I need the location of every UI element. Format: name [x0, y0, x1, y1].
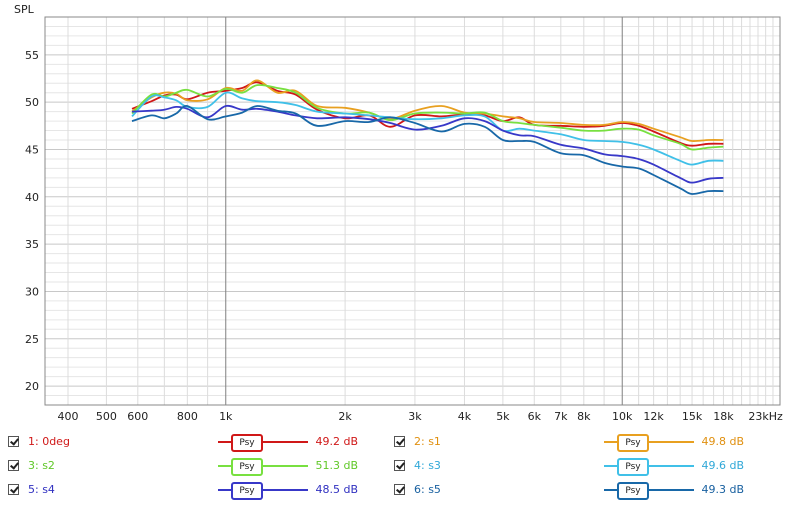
legend-item: 1: 0deg Psy 49.2 dB — [8, 434, 388, 454]
psy-label: Psy — [617, 482, 649, 500]
x-tick-label: 800 — [177, 410, 198, 423]
checkbox[interactable] — [8, 484, 19, 495]
grid — [45, 16, 780, 406]
legend-label: 5: s4 — [28, 483, 55, 496]
psy-label: Psy — [231, 482, 263, 500]
psy-button[interactable]: Psy — [604, 458, 694, 476]
checkbox[interactable] — [8, 436, 19, 447]
legend-value: 49.2 dB — [315, 435, 358, 448]
series-line-4 — [131, 91, 724, 166]
y-tick-label: 40 — [25, 191, 39, 204]
x-tick-labels: 400 500 600 800 1k 2k 3k 4k 5k 6k 7k 8k 10k 12k 15k 18k… — [57, 410, 783, 423]
checkbox[interactable] — [8, 460, 19, 471]
y-axis-label: SPL — [14, 3, 35, 16]
x-tick-label: 7k — [554, 410, 568, 423]
psy-button[interactable]: Psy — [604, 482, 694, 500]
x-tick-label: 6k — [528, 410, 542, 423]
x-tick-label: 5k — [496, 410, 510, 423]
x-tick-label: 400 — [57, 410, 78, 423]
y-tick-label: 50 — [25, 96, 39, 109]
legend-item: 2: s1 Psy 49.8 dB — [394, 434, 794, 454]
checkbox[interactable] — [394, 460, 405, 471]
legend-value: 51.3 dB — [315, 459, 358, 472]
legend-value: 49.3 dB — [701, 483, 744, 496]
legend-value: 48.5 dB — [315, 483, 358, 496]
psy-button[interactable]: Psy — [218, 482, 308, 500]
checkbox[interactable] — [394, 436, 405, 447]
y-tick-label: 20 — [25, 380, 39, 393]
legend-item: 3: s2 Psy 51.3 dB — [8, 458, 388, 478]
x-tick-label: 500 — [96, 410, 117, 423]
x-tick-label: 12k — [643, 410, 664, 423]
y-tick-label: 55 — [25, 49, 39, 62]
y-tick-label: 45 — [25, 143, 39, 156]
legend-label: 3: s2 — [28, 459, 55, 472]
psy-button[interactable]: Psy — [604, 434, 694, 452]
x-tick-label: 3k — [408, 410, 422, 423]
plot-frame — [44, 16, 781, 406]
psy-label: Psy — [231, 434, 263, 452]
psy-label: Psy — [617, 434, 649, 452]
x-tick-label: 18k — [713, 410, 734, 423]
x-tick-label: 1k — [219, 410, 233, 423]
checkbox[interactable] — [394, 484, 405, 495]
legend-value: 49.6 dB — [701, 459, 744, 472]
legend-label: 6: s5 — [414, 483, 441, 496]
x-tick-label: 4k — [458, 410, 472, 423]
legend-item: 5: s4 Psy 48.5 dB — [8, 482, 388, 502]
legend-label: 4: s3 — [414, 459, 441, 472]
psy-button[interactable]: Psy — [218, 458, 308, 476]
series-line-6 — [131, 105, 724, 195]
legend-label: 1: 0deg — [28, 435, 70, 448]
series-lines — [131, 79, 724, 195]
x-tick-label: 8k — [577, 410, 591, 423]
psy-label: Psy — [231, 458, 263, 476]
legend-item: 4: s3 Psy 49.6 dB — [394, 458, 794, 478]
y-tick-label: 25 — [25, 333, 39, 346]
y-tick-label: 35 — [25, 238, 39, 251]
x-tick-label: 10k — [612, 410, 633, 423]
psy-label: Psy — [617, 458, 649, 476]
legend-item: 6: s5 Psy 49.3 dB — [394, 482, 794, 502]
legend-label: 2: s1 — [414, 435, 441, 448]
psy-button[interactable]: Psy — [218, 434, 308, 452]
legend-value: 49.8 dB — [701, 435, 744, 448]
x-tick-label: 15k — [682, 410, 703, 423]
x-tick-label: 23kHz — [748, 410, 783, 423]
x-tick-label: 2k — [338, 410, 352, 423]
series-line-1 — [131, 81, 724, 147]
x-tick-label: 600 — [127, 410, 148, 423]
series-line-3 — [131, 84, 724, 151]
y-tick-labels: 20 25 30 35 40 45 50 55 — [25, 49, 39, 393]
y-tick-label: 30 — [25, 285, 39, 298]
series-line-2 — [131, 79, 724, 142]
